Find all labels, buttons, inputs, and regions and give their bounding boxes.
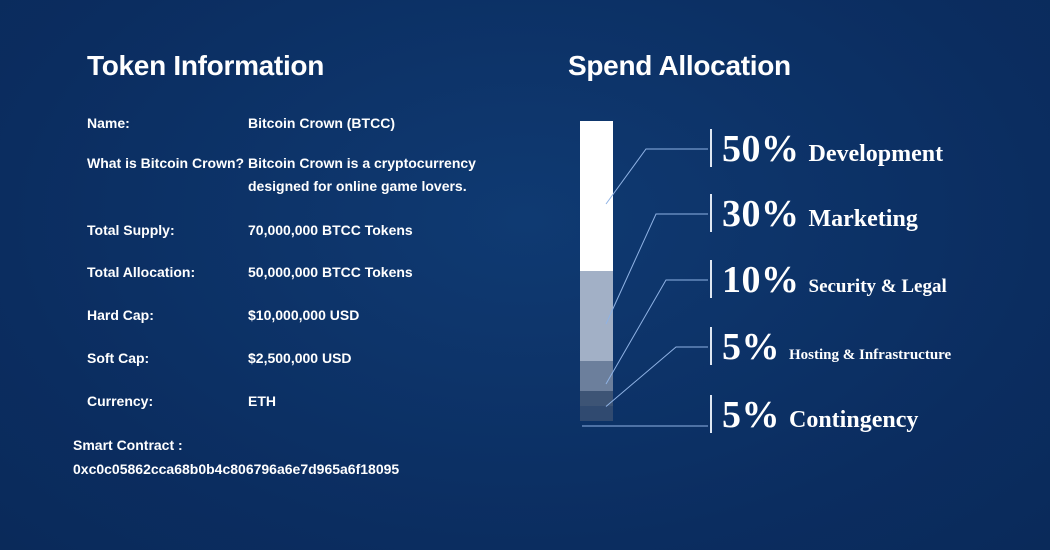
connector-line (605, 346, 708, 407)
row-value: 70,000,000 BTCC Tokens (248, 222, 413, 238)
allocation-label: 30% Marketing (722, 192, 918, 236)
allocation-percent: 50% (722, 128, 800, 170)
allocation-category: Marketing (808, 206, 918, 232)
allocation-category: Hosting & Infrastructure (789, 347, 952, 363)
token-information-title: Token Information (87, 50, 325, 81)
label-divider (710, 395, 712, 433)
allocation-percent: 5% (722, 326, 780, 368)
row-value: $10,000,000 USD (248, 307, 360, 323)
connector-line (605, 279, 708, 385)
label-divider (710, 194, 712, 232)
row-label: What is Bitcoin Crown? (87, 155, 245, 171)
label-divider (710, 129, 712, 167)
spend-allocation-title: Spend Allocation (568, 50, 791, 81)
bar-segment-marketing (580, 271, 613, 361)
allocation-percent: 5% (722, 394, 780, 436)
label-divider (710, 260, 712, 298)
allocation-percent: 10% (722, 259, 800, 301)
allocation-label: 10% Security & Legal (722, 258, 947, 302)
smart-contract: Smart Contract : 0xc0c05862cca68b0b4c806… (73, 433, 399, 481)
row-label: Total Supply: (87, 222, 175, 238)
row-label: Currency: (87, 393, 154, 409)
bar-segment-security-legal (580, 361, 613, 391)
row-value: Bitcoin Crown is a cryptocurrency design… (248, 155, 476, 194)
row-label: Total Allocation: (87, 264, 196, 280)
smart-contract-label: Smart Contract : (73, 437, 183, 453)
allocation-connectors (582, 148, 708, 427)
row-value: $2,500,000 USD (248, 350, 352, 366)
row-label: Hard Cap: (87, 307, 154, 323)
connector-line (605, 213, 708, 325)
allocation-category: Development (808, 141, 944, 167)
bar-segment-development (580, 121, 613, 271)
row-label: Soft Cap: (87, 350, 150, 366)
allocation-label: 50% Development (722, 127, 943, 171)
allocation-label: 5% Contingency (722, 393, 918, 437)
row-value: 50,000,000 BTCC Tokens (248, 264, 413, 280)
allocation-category: Contingency (789, 407, 919, 433)
connector-line (605, 148, 708, 205)
allocation-percent: 30% (722, 193, 800, 235)
allocation-category: Security & Legal (808, 276, 947, 297)
row-value: ETH (248, 393, 276, 409)
smart-contract-address: 0xc0c05862cca68b0b4c806796a6e7d965a6f180… (73, 461, 400, 477)
label-divider (710, 327, 712, 365)
bar-segment-hosting-infrastructure (580, 391, 613, 406)
allocation-label: 5% Hosting & Infrastructure (722, 325, 951, 369)
row-label: Name: (87, 115, 130, 131)
bar-segment-contingency (580, 406, 613, 421)
stacked-allocation-bar (580, 121, 613, 421)
row-value: Bitcoin Crown (BTCC) (248, 115, 395, 131)
